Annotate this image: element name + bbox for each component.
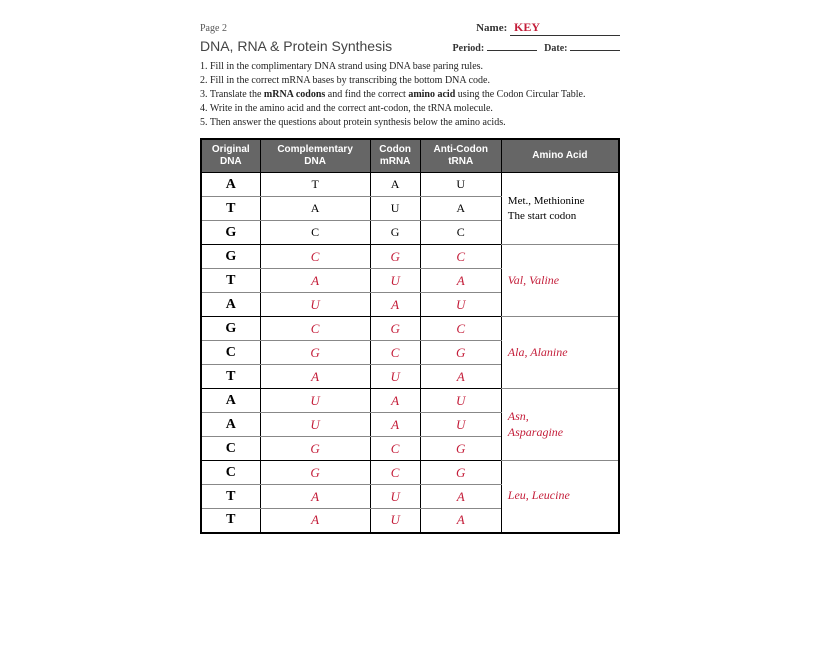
name-value: KEY	[510, 20, 620, 36]
cell-codon: A	[370, 173, 420, 197]
cell-original-dna: G	[201, 317, 260, 341]
cell-codon: G	[370, 245, 420, 269]
cell-original-dna: A	[201, 293, 260, 317]
cell-comp: C	[260, 317, 370, 341]
cell-anti: A	[420, 269, 501, 293]
cell-amino-acid: Val, Valine	[501, 245, 619, 317]
cell-comp: U	[260, 413, 370, 437]
cell-codon: C	[370, 461, 420, 485]
table-row: ATAUMet., MethionineThe start codon	[201, 173, 619, 197]
th-complementary-dna: ComplementaryDNA	[260, 139, 370, 173]
cell-original-dna: A	[201, 389, 260, 413]
cell-comp: G	[260, 341, 370, 365]
cell-codon: A	[370, 293, 420, 317]
cell-amino-acid: Ala, Alanine	[501, 317, 619, 389]
cell-comp: U	[260, 293, 370, 317]
main-title: DNA, RNA & Protein Synthesis	[200, 38, 392, 54]
period-blank	[487, 50, 537, 51]
table-row: CGCGLeu, Leucine	[201, 461, 619, 485]
cell-anti: A	[420, 365, 501, 389]
title-row: DNA, RNA & Protein Synthesis Period: Dat…	[200, 38, 620, 54]
cell-codon: C	[370, 437, 420, 461]
cell-anti: A	[420, 197, 501, 221]
cell-original-dna: T	[201, 365, 260, 389]
cell-codon: G	[370, 221, 420, 245]
cell-anti: C	[420, 221, 501, 245]
cell-codon: U	[370, 509, 420, 533]
cell-original-dna: C	[201, 461, 260, 485]
header-row: Page 2 Name: KEY	[200, 20, 620, 36]
cell-codon: U	[370, 365, 420, 389]
cell-codon: G	[370, 317, 420, 341]
instruction-item: 5. Then answer the questions about prote…	[200, 116, 620, 130]
cell-amino-acid: Leu, Leucine	[501, 461, 619, 533]
cell-original-dna: A	[201, 413, 260, 437]
cell-amino-acid: Met., MethionineThe start codon	[501, 173, 619, 245]
cell-codon: U	[370, 485, 420, 509]
cell-amino-acid: Asn,Asparagine	[501, 389, 619, 461]
cell-comp: U	[260, 389, 370, 413]
date-blank	[570, 50, 620, 51]
cell-original-dna: G	[201, 245, 260, 269]
cell-comp: A	[260, 197, 370, 221]
cell-comp: A	[260, 509, 370, 533]
th-original-dna: OriginalDNA	[201, 139, 260, 173]
cell-original-dna: A	[201, 173, 260, 197]
instruction-item: 2. Fill in the correct mRNA bases by tra…	[200, 74, 620, 88]
cell-comp: G	[260, 461, 370, 485]
cell-comp: C	[260, 221, 370, 245]
cell-anti: U	[420, 389, 501, 413]
instructions-list: 1. Fill in the complimentary DNA strand …	[200, 60, 620, 130]
cell-comp: G	[260, 437, 370, 461]
cell-original-dna: T	[201, 197, 260, 221]
cell-comp: T	[260, 173, 370, 197]
cell-anti: G	[420, 437, 501, 461]
period-label: Period:	[453, 43, 485, 54]
cell-comp: A	[260, 485, 370, 509]
cell-anti: U	[420, 293, 501, 317]
cell-original-dna: C	[201, 341, 260, 365]
table-header-row: OriginalDNA ComplementaryDNA CodonmRNA A…	[201, 139, 619, 173]
cell-original-dna: T	[201, 269, 260, 293]
cell-anti: G	[420, 341, 501, 365]
cell-codon: U	[370, 197, 420, 221]
name-label: Name:	[476, 22, 507, 34]
instruction-item: 4. Write in the amino acid and the corre…	[200, 102, 620, 116]
table-row: AUAUAsn,Asparagine	[201, 389, 619, 413]
cell-comp: A	[260, 365, 370, 389]
cell-anti: A	[420, 485, 501, 509]
cell-original-dna: T	[201, 485, 260, 509]
name-section: Name: KEY	[476, 20, 620, 36]
cell-original-dna: C	[201, 437, 260, 461]
th-anticodon-trna: Anti-CodontRNA	[420, 139, 501, 173]
instruction-item: 1. Fill in the complimentary DNA strand …	[200, 60, 620, 74]
cell-anti: A	[420, 509, 501, 533]
cell-original-dna: T	[201, 509, 260, 533]
th-codon-mrna: CodonmRNA	[370, 139, 420, 173]
table-row: GCGCAla, Alanine	[201, 317, 619, 341]
date-label: Date:	[544, 43, 567, 54]
codon-table: OriginalDNA ComplementaryDNA CodonmRNA A…	[200, 138, 620, 534]
cell-codon: A	[370, 389, 420, 413]
cell-comp: A	[260, 269, 370, 293]
cell-codon: C	[370, 341, 420, 365]
cell-anti: C	[420, 245, 501, 269]
period-date: Period: Date:	[453, 43, 620, 54]
cell-codon: U	[370, 269, 420, 293]
cell-codon: A	[370, 413, 420, 437]
cell-anti: G	[420, 461, 501, 485]
cell-anti: U	[420, 413, 501, 437]
cell-original-dna: G	[201, 221, 260, 245]
cell-anti: U	[420, 173, 501, 197]
cell-comp: C	[260, 245, 370, 269]
cell-anti: C	[420, 317, 501, 341]
instruction-item: 3. Translate the mRNA codons and find th…	[200, 88, 620, 102]
th-amino-acid: Amino Acid	[501, 139, 619, 173]
page-label: Page 2	[200, 23, 227, 34]
table-row: GCGCVal, Valine	[201, 245, 619, 269]
